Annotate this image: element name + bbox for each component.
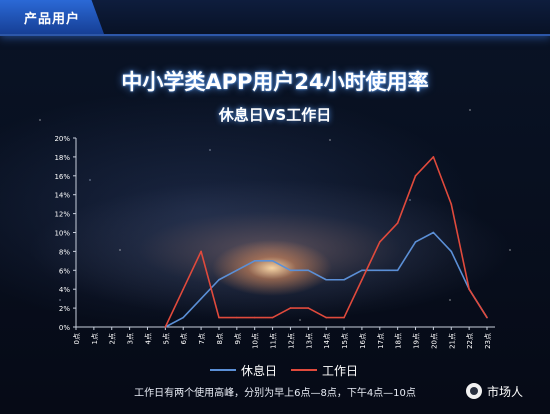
data-point [343,278,345,281]
x-tick-label: 8点 [216,333,224,344]
data-point [164,326,167,328]
x-tick-label: 17点 [377,333,385,349]
legend-item-weekend: 休息日 [210,362,277,379]
data-point [361,278,363,281]
data-point [307,307,310,309]
y-tick-label: 10% [54,230,70,238]
x-tick-label: 21点 [448,333,456,349]
x-tick-label: 19点 [413,333,421,349]
data-point [253,260,256,262]
data-point [432,156,435,158]
x-tick-label: 18点 [395,333,403,349]
data-point [307,269,310,272]
data-point [218,316,220,319]
y-tick-label: 18% [54,154,70,162]
y-tick-label: 0% [59,324,70,332]
data-point [325,316,327,319]
legend-label-workday: 工作日 [322,363,359,378]
x-tick-label: 20点 [430,333,438,349]
data-point [236,269,238,272]
data-point [432,231,435,234]
data-point [289,307,292,309]
data-point [450,203,453,205]
data-point [468,288,470,291]
data-point [236,316,238,319]
x-tick-label: 10点 [252,333,260,349]
tab-product-users[interactable]: 产品用户 [0,0,104,34]
x-tick-label: 23点 [484,333,492,349]
y-tick-label: 6% [59,267,70,275]
y-tick-label: 12% [54,211,70,219]
chart-subtitle: 休息日VS工作日 [218,106,332,124]
data-point [396,269,399,272]
y-tick-label: 8% [59,248,70,256]
x-tick-label: 13点 [305,333,313,349]
data-point [289,269,292,272]
wechat-logo-icon [466,383,482,399]
data-point [378,241,381,243]
chart-legend: 休息日 工作日 [210,362,358,378]
y-tick-label: 16% [54,173,70,181]
data-point [325,278,327,281]
y-tick-label: 14% [54,192,70,200]
data-point [396,222,399,224]
data-point [450,250,453,253]
x-tick-label: 12点 [287,333,295,349]
top-bar: 产品用户 [0,0,550,36]
x-tick-label: 16点 [359,333,367,349]
brand-logo-text: 市场人 [487,384,524,399]
y-tick-label: 4% [59,286,70,294]
data-point [271,260,274,262]
legend-swatch-workday [291,369,318,371]
data-point [253,316,256,319]
data-point [343,316,345,319]
legend-swatch-weekend [210,369,236,371]
data-point [200,297,202,300]
data-point [414,241,417,243]
x-tick-label: 1点 [91,333,99,344]
x-tick-label: 0点 [73,333,81,344]
x-tick-label: 22点 [466,333,474,349]
x-tick-label: 5点 [162,333,170,344]
legend-item-workday: 工作日 [291,362,358,379]
data-point [200,250,202,253]
data-point [414,175,417,177]
x-tick-label: 11点 [270,333,278,349]
data-point [182,288,185,291]
x-tick-label: 6点 [180,333,188,344]
data-point [182,316,185,319]
data-point [218,278,220,281]
data-point [361,269,363,272]
chart-caption: 工作日有两个使用高峰，分别为早上6点—8点，下午4点—10点 [134,388,416,399]
data-point [378,269,381,272]
x-tick-label: 14点 [323,333,331,349]
x-tick-label: 4点 [144,333,152,344]
chart-title: 中小学类APP用户24小时使用率 [121,70,429,94]
x-tick-label: 2点 [109,333,117,344]
x-tick-label: 7点 [198,333,206,344]
y-tick-label: 20% [54,135,70,143]
brand-logo: 市场人 [466,381,523,401]
data-point [271,316,274,319]
x-tick-label: 3点 [127,333,135,344]
y-tick-label: 2% [59,305,70,313]
legend-label-weekend: 休息日 [241,363,278,378]
x-tick-label: 15点 [341,333,349,349]
x-tick-label: 9点 [234,333,242,344]
data-point [486,316,488,319]
series-line-workday [164,156,488,328]
